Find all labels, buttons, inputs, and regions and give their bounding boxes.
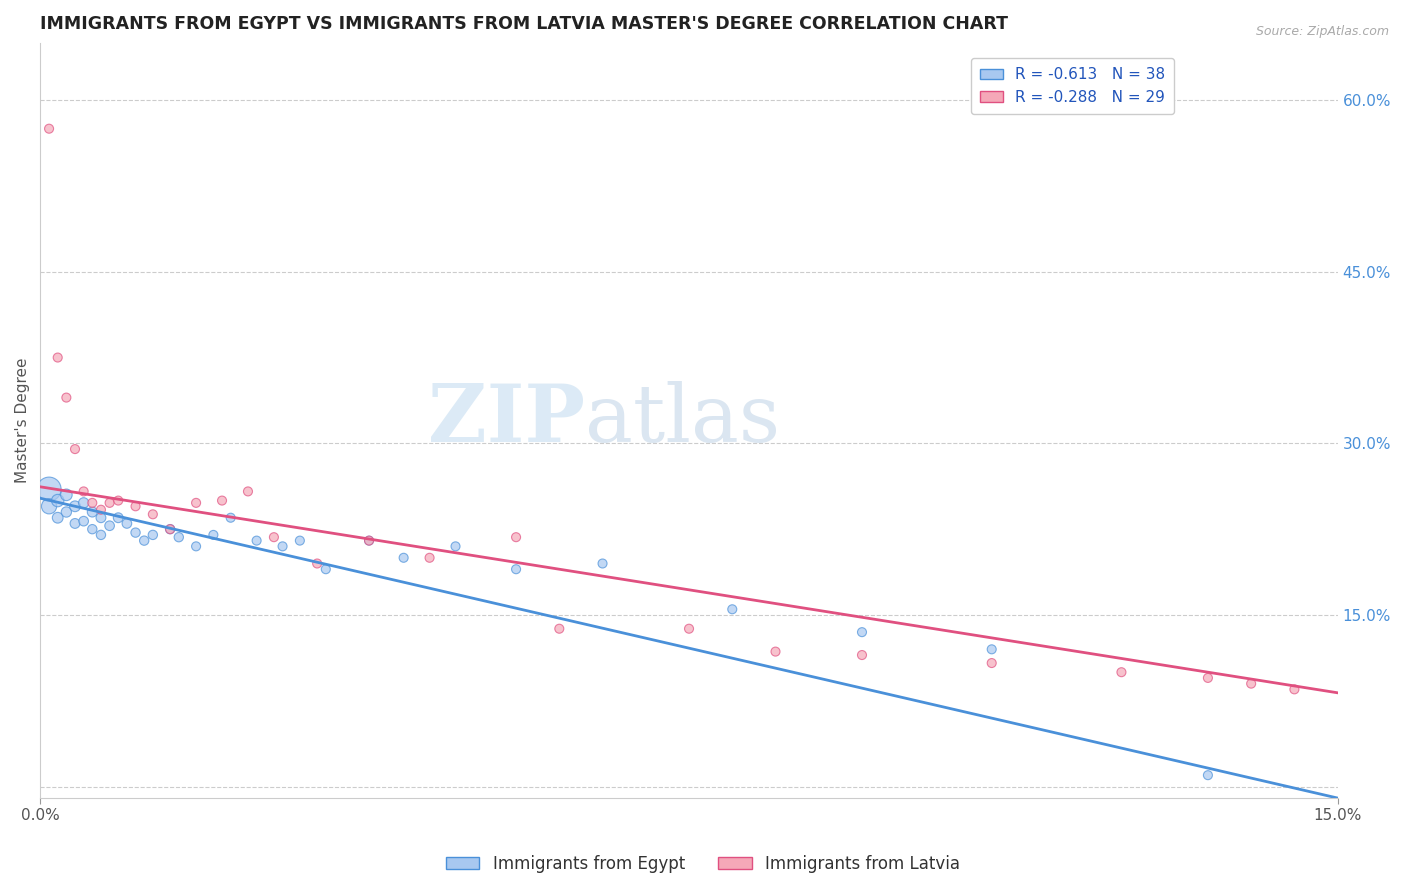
Point — [63, 500, 86, 514]
Point — [134, 533, 156, 548]
Text: IMMIGRANTS FROM EGYPT VS IMMIGRANTS FROM LATVIA MASTER'S DEGREE CORRELATION CHAR: IMMIGRANTS FROM EGYPT VS IMMIGRANTS FROM… — [41, 15, 1008, 33]
Point — [592, 557, 614, 571]
Point — [38, 500, 60, 514]
Point — [90, 510, 112, 524]
Point — [202, 528, 225, 542]
Point — [73, 484, 96, 499]
Point — [980, 656, 1002, 670]
Point — [55, 505, 77, 519]
Point — [263, 530, 285, 544]
Point — [980, 642, 1002, 657]
Point — [167, 530, 190, 544]
Point — [392, 550, 415, 565]
Point — [315, 562, 337, 576]
Point — [236, 484, 259, 499]
Point — [46, 510, 69, 524]
Point — [505, 562, 527, 576]
Point — [1240, 676, 1263, 690]
Point — [38, 482, 60, 496]
Point — [271, 539, 294, 553]
Point — [505, 530, 527, 544]
Point — [90, 528, 112, 542]
Point — [765, 644, 787, 658]
Point — [721, 602, 744, 616]
Point — [107, 510, 129, 524]
Point — [124, 500, 146, 514]
Point — [90, 502, 112, 516]
Point — [444, 539, 467, 553]
Point — [82, 522, 104, 536]
Point — [63, 516, 86, 531]
Point — [851, 625, 873, 640]
Y-axis label: Master's Degree: Master's Degree — [15, 358, 30, 483]
Point — [142, 508, 165, 522]
Legend: Immigrants from Egypt, Immigrants from Latvia: Immigrants from Egypt, Immigrants from L… — [440, 848, 967, 880]
Point — [159, 522, 181, 536]
Point — [419, 550, 441, 565]
Point — [73, 496, 96, 510]
Point — [548, 622, 571, 636]
Point — [357, 533, 380, 548]
Point — [73, 514, 96, 528]
Point — [82, 496, 104, 510]
Point — [55, 488, 77, 502]
Text: Source: ZipAtlas.com: Source: ZipAtlas.com — [1256, 25, 1389, 38]
Point — [98, 518, 121, 533]
Point — [184, 539, 207, 553]
Point — [1111, 665, 1133, 680]
Point — [55, 391, 77, 405]
Point — [1284, 682, 1306, 697]
Point — [1197, 671, 1219, 685]
Point — [159, 522, 181, 536]
Text: atlas: atlas — [585, 382, 780, 459]
Point — [38, 121, 60, 136]
Point — [124, 525, 146, 540]
Point — [246, 533, 269, 548]
Point — [678, 622, 700, 636]
Point — [851, 648, 873, 662]
Point — [211, 493, 233, 508]
Point — [184, 496, 207, 510]
Point — [307, 557, 329, 571]
Point — [46, 351, 69, 365]
Point — [357, 533, 380, 548]
Point — [1197, 768, 1219, 782]
Point — [219, 510, 242, 524]
Point — [142, 528, 165, 542]
Point — [82, 505, 104, 519]
Point — [98, 496, 121, 510]
Point — [115, 516, 138, 531]
Point — [46, 493, 69, 508]
Text: ZIP: ZIP — [429, 382, 585, 459]
Point — [288, 533, 311, 548]
Legend: R = -0.613   N = 38, R = -0.288   N = 29: R = -0.613 N = 38, R = -0.288 N = 29 — [970, 58, 1174, 114]
Point — [107, 493, 129, 508]
Point — [63, 442, 86, 456]
